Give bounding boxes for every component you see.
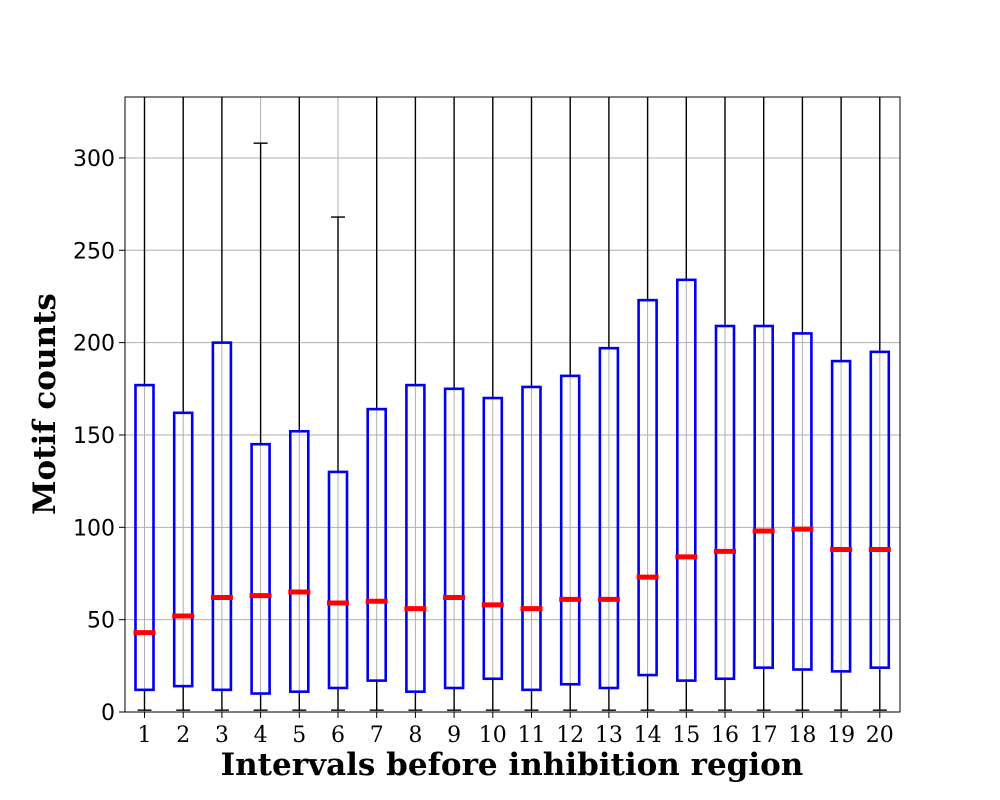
x-tick-label: 9 bbox=[447, 723, 461, 748]
iqr-box bbox=[637, 298, 658, 677]
box-group bbox=[404, 97, 427, 711]
iqr-box bbox=[366, 407, 388, 682]
box-group bbox=[443, 97, 466, 711]
box-group bbox=[327, 216, 349, 711]
x-tick-label: 1 bbox=[138, 723, 152, 748]
box-group bbox=[288, 97, 311, 711]
x-tick-label: 8 bbox=[408, 723, 422, 748]
y-tick-label: 100 bbox=[73, 516, 115, 541]
iqr-box bbox=[521, 385, 542, 692]
iqr-box bbox=[714, 324, 736, 681]
x-tick-label: 14 bbox=[634, 723, 662, 748]
iqr-box bbox=[482, 396, 504, 681]
iqr-box bbox=[134, 383, 155, 692]
x-tick-label: 10 bbox=[479, 723, 507, 748]
x-tick-label: 11 bbox=[518, 723, 546, 748]
y-tick-label: 200 bbox=[73, 332, 115, 357]
box-group bbox=[714, 97, 736, 711]
box-group bbox=[752, 97, 775, 711]
y-tick-label: 50 bbox=[87, 609, 115, 634]
box-group bbox=[365, 97, 388, 711]
box-group bbox=[791, 97, 814, 711]
iqr-box bbox=[869, 350, 891, 669]
iqr-box bbox=[792, 332, 813, 671]
box-group bbox=[830, 97, 853, 711]
y-tick-label: 250 bbox=[73, 239, 115, 264]
x-tick-label: 7 bbox=[370, 723, 384, 748]
iqr-box bbox=[288, 429, 310, 693]
iqr-box bbox=[830, 359, 852, 673]
y-axis-label: Motif counts bbox=[27, 293, 63, 515]
x-tick-label: 3 bbox=[215, 723, 229, 748]
x-tick-label: 4 bbox=[254, 723, 268, 748]
iqr-box bbox=[172, 411, 194, 688]
box-group bbox=[636, 97, 659, 711]
iqr-box bbox=[405, 383, 426, 693]
box-group bbox=[133, 97, 156, 711]
iqr-box bbox=[250, 442, 271, 695]
y-tick-label: 150 bbox=[73, 424, 115, 449]
x-tick-label: 18 bbox=[788, 723, 816, 748]
y-tick-label: 0 bbox=[101, 701, 115, 726]
plot-frame bbox=[124, 96, 901, 713]
box-group bbox=[520, 97, 543, 711]
grid-lines bbox=[125, 97, 900, 713]
iqr-box bbox=[559, 374, 581, 686]
x-tick-label: 16 bbox=[711, 723, 739, 748]
box-series bbox=[133, 97, 891, 711]
x-tick-label: 5 bbox=[292, 723, 306, 748]
box-group bbox=[481, 97, 504, 711]
x-tick-label: 15 bbox=[672, 723, 700, 748]
box-group bbox=[172, 97, 195, 711]
x-axis-label: Intervals before inhibition region bbox=[221, 747, 804, 783]
iqr-box bbox=[598, 346, 620, 690]
box-group bbox=[210, 97, 233, 711]
x-tick-label: 20 bbox=[866, 723, 894, 748]
iqr-box bbox=[443, 387, 465, 690]
box-group bbox=[675, 97, 698, 711]
x-tick-label: 12 bbox=[556, 723, 584, 748]
iqr-box bbox=[211, 341, 233, 692]
x-tick-label: 6 bbox=[331, 723, 345, 748]
y-tick-label: 300 bbox=[73, 147, 115, 172]
iqr-box bbox=[675, 278, 697, 682]
x-tick-label: 19 bbox=[827, 723, 855, 748]
box-group bbox=[597, 97, 620, 711]
x-tick-label: 2 bbox=[176, 723, 190, 748]
box-group bbox=[249, 142, 272, 711]
x-tick-label: 13 bbox=[595, 723, 623, 748]
box-group bbox=[559, 97, 582, 711]
x-tick-label: 17 bbox=[750, 723, 778, 748]
iqr-box bbox=[753, 324, 775, 669]
iqr-box bbox=[327, 470, 349, 690]
box-group bbox=[868, 97, 891, 711]
